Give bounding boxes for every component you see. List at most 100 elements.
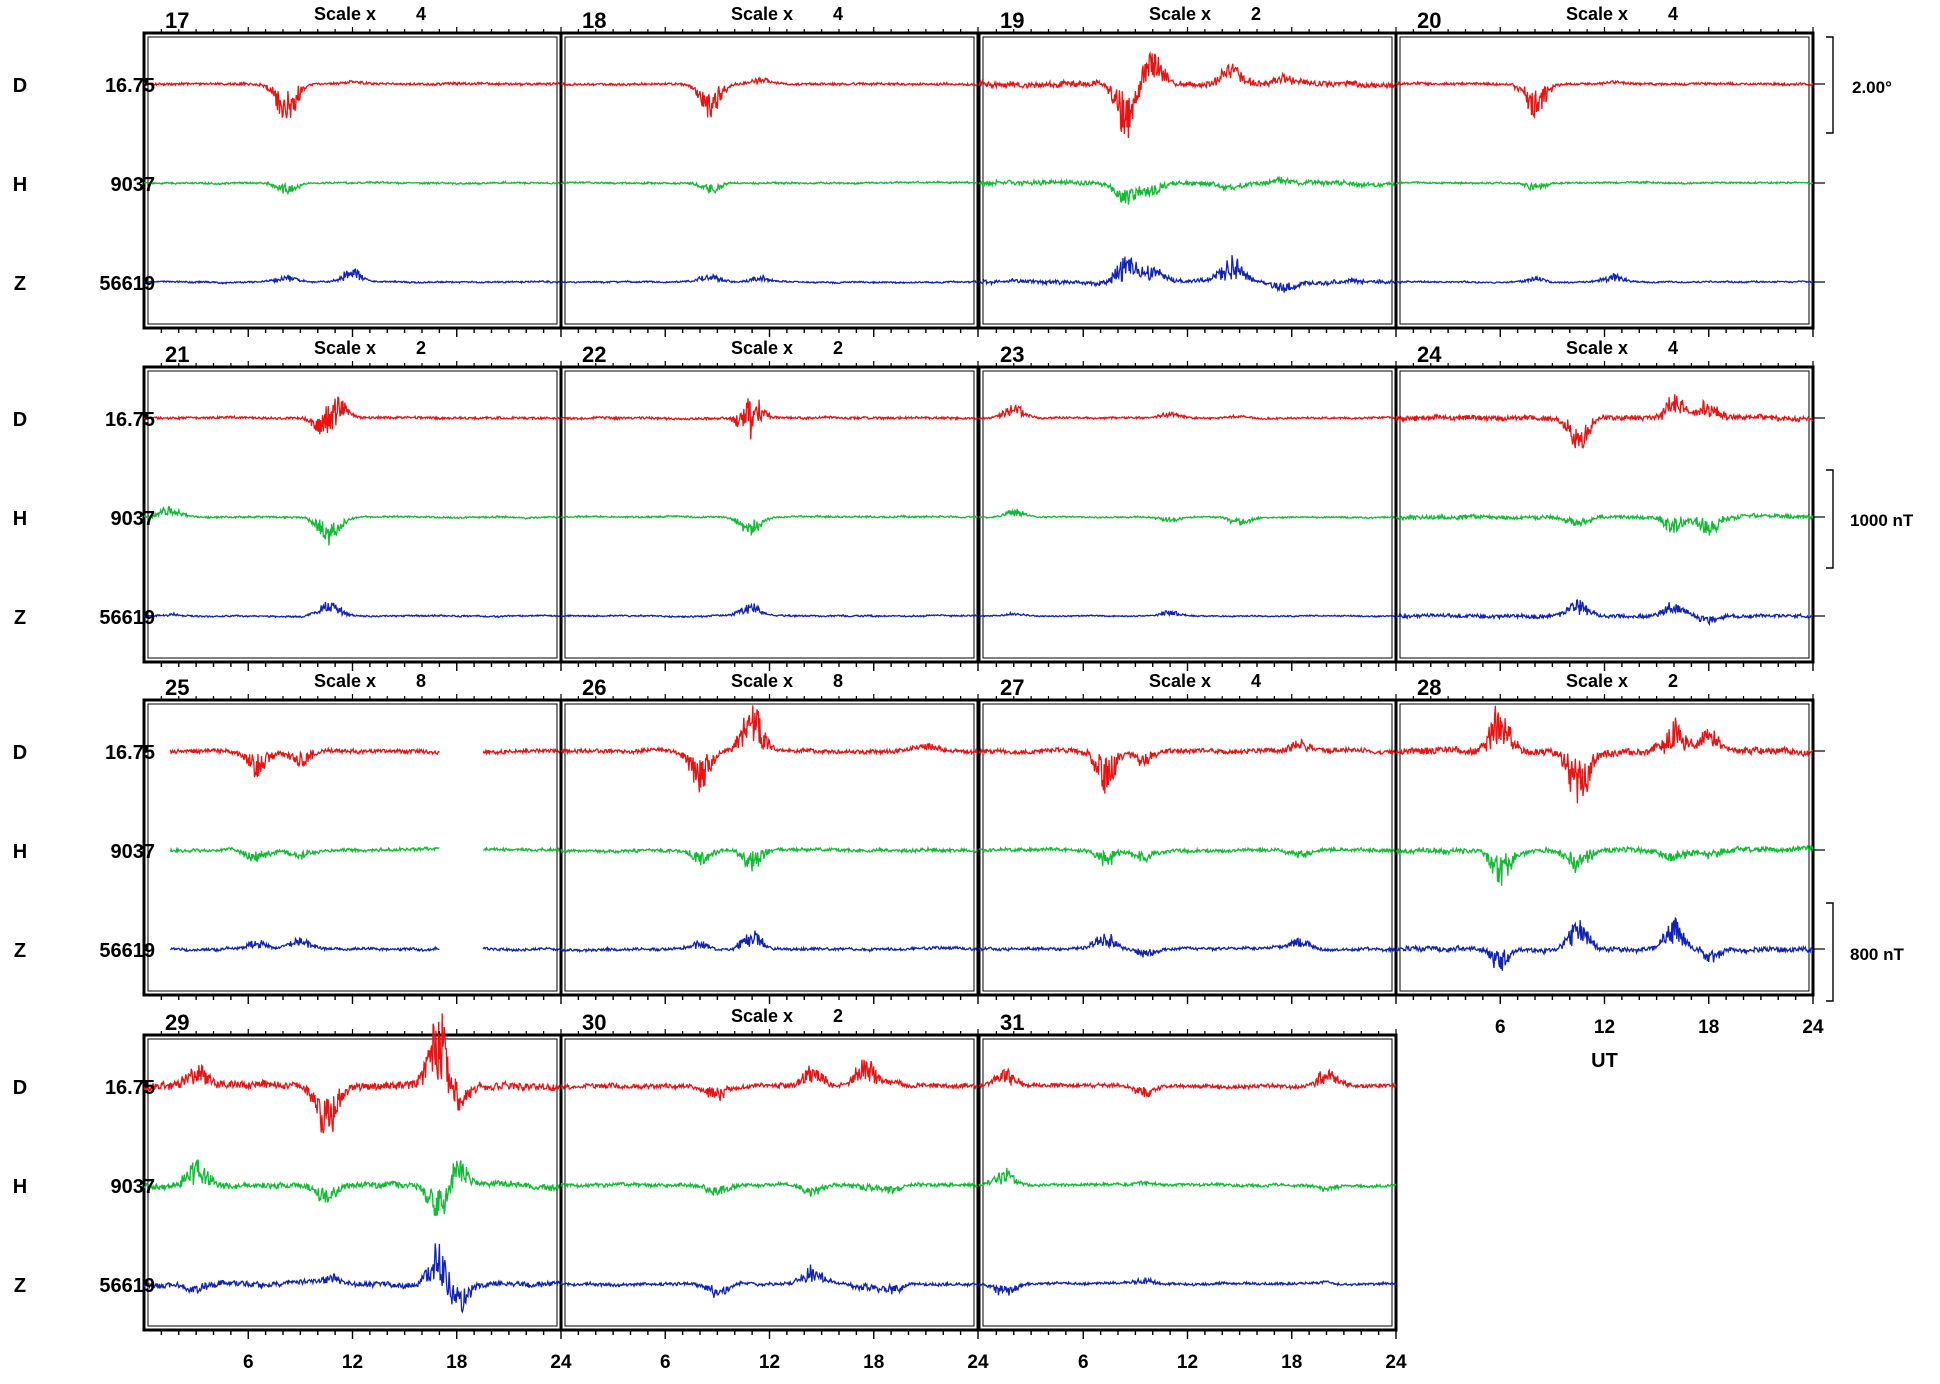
scale-label: Scale x — [731, 671, 793, 691]
trace-d — [1395, 79, 1814, 120]
trace-h — [978, 175, 1397, 205]
x-tick-label: 18 — [1698, 1017, 1719, 1038]
scale-bar-label-0: 2.00° — [1852, 78, 1892, 97]
x-tick-label: 24 — [967, 1352, 989, 1373]
x-tick-label: 24 — [1802, 1017, 1824, 1038]
x-tick-label: 18 — [1281, 1352, 1302, 1373]
panel-inner-frame — [147, 1038, 558, 1327]
x-tick-label: 12 — [1594, 1017, 1615, 1038]
trace-h — [978, 508, 1397, 526]
day-number: 27 — [1000, 675, 1024, 700]
panel-frame — [977, 31, 1398, 330]
panel-inner-frame — [1399, 703, 1810, 992]
scale-bar-2 — [1826, 902, 1834, 1002]
scale-value: 8 — [833, 671, 843, 691]
panel-inner-frame — [564, 1038, 975, 1327]
trace-d — [978, 51, 1397, 139]
trace-z — [978, 933, 1397, 958]
panel-inner-frame — [564, 370, 975, 659]
trace-z — [1395, 272, 1814, 285]
x-tick-label: 12 — [342, 1352, 363, 1373]
panel-inner-frame — [564, 36, 975, 325]
baseline-value-d: 16.75 — [105, 409, 155, 431]
scale-label: Scale x — [1566, 671, 1628, 691]
trace-d — [1396, 705, 1814, 804]
panel-inner-frame — [147, 703, 558, 992]
scale-label: Scale x — [1149, 671, 1211, 691]
day-panel-20: 20 Scale x 4 — [1394, 4, 1815, 337]
trace-z — [1395, 599, 1814, 627]
trace-h — [143, 180, 562, 196]
trace-h — [560, 1180, 979, 1198]
panel-inner-frame — [147, 36, 558, 325]
component-label-d: D — [13, 742, 27, 764]
baseline-value-z: 56619 — [99, 940, 155, 962]
scale-value: 2 — [1251, 4, 1261, 24]
day-panel-26: 26 Scale x 8 — [559, 671, 980, 1004]
baseline-value-d: 16.75 — [105, 75, 155, 97]
trace-h — [978, 1167, 1397, 1193]
x-tick-label: 6 — [243, 1352, 254, 1373]
component-label-h: H — [13, 174, 27, 196]
x-axis-title: UT — [1591, 1050, 1618, 1072]
panel-frame — [142, 31, 563, 330]
component-label-z: Z — [14, 273, 26, 295]
x-tick-label: 6 — [1078, 1352, 1089, 1373]
panel-frame — [559, 31, 980, 330]
day-number: 22 — [582, 342, 606, 367]
trace-d — [560, 398, 979, 440]
baseline-value-h: 9037 — [111, 174, 156, 196]
baseline-value-h: 9037 — [111, 841, 156, 863]
baseline-value-d: 16.75 — [105, 742, 155, 764]
day-panel-30: 30 Scale x 2 — [559, 1006, 980, 1339]
day-number: 30 — [582, 1010, 606, 1035]
scale-label: Scale x — [731, 338, 793, 358]
trace-h — [560, 180, 979, 194]
component-label-z: Z — [14, 607, 26, 629]
component-label-h: H — [13, 841, 27, 863]
trace-h — [978, 845, 1397, 866]
scale-value: 4 — [1668, 4, 1678, 24]
day-panel-21: 21 Scale x 2 — [142, 338, 563, 671]
day-panel-28: 28 Scale x 2 — [1394, 671, 1815, 1004]
scale-label: Scale x — [1566, 4, 1628, 24]
trace-z — [143, 268, 562, 285]
trace-h — [1395, 179, 1814, 192]
panel-frame — [559, 365, 980, 664]
panel-inner-frame — [1399, 36, 1810, 325]
panel-inner-frame — [564, 703, 975, 992]
trace-h — [169, 845, 440, 862]
component-label-z: Z — [14, 1275, 26, 1297]
trace-d — [482, 747, 562, 756]
day-panel-31: 31 — [977, 1010, 1398, 1339]
trace-d — [560, 705, 979, 793]
trace-d — [978, 1067, 1397, 1098]
scale-value: 2 — [833, 338, 843, 358]
trace-z — [560, 602, 979, 619]
trace-d — [143, 396, 562, 435]
x-tick-label: 24 — [1385, 1352, 1407, 1373]
component-label-h: H — [13, 508, 27, 530]
x-tick-label: 12 — [759, 1352, 780, 1373]
scale-bar-0 — [1826, 36, 1834, 134]
component-label-d: D — [13, 409, 27, 431]
trace-d — [143, 1013, 562, 1134]
baseline-value-h: 9037 — [111, 1176, 156, 1198]
scale-value: 2 — [1668, 671, 1678, 691]
x-tick-label: 18 — [446, 1352, 467, 1373]
day-panel-25: 25 Scale x 8 — [142, 671, 563, 1004]
day-number: 19 — [1000, 8, 1024, 33]
day-panel-18: 18 Scale x 4 — [559, 4, 980, 337]
day-number: 25 — [165, 675, 189, 700]
trace-d — [978, 403, 1397, 421]
scale-value: 4 — [1668, 338, 1678, 358]
day-panel-29: 29 — [142, 1010, 563, 1339]
trace-z — [143, 1243, 562, 1314]
trace-d — [560, 1059, 979, 1102]
scale-value: 2 — [416, 338, 426, 358]
component-label-d: D — [13, 75, 27, 97]
panel-inner-frame — [982, 36, 1393, 325]
day-number: 31 — [1000, 1010, 1024, 1035]
scale-label: Scale x — [314, 4, 376, 24]
